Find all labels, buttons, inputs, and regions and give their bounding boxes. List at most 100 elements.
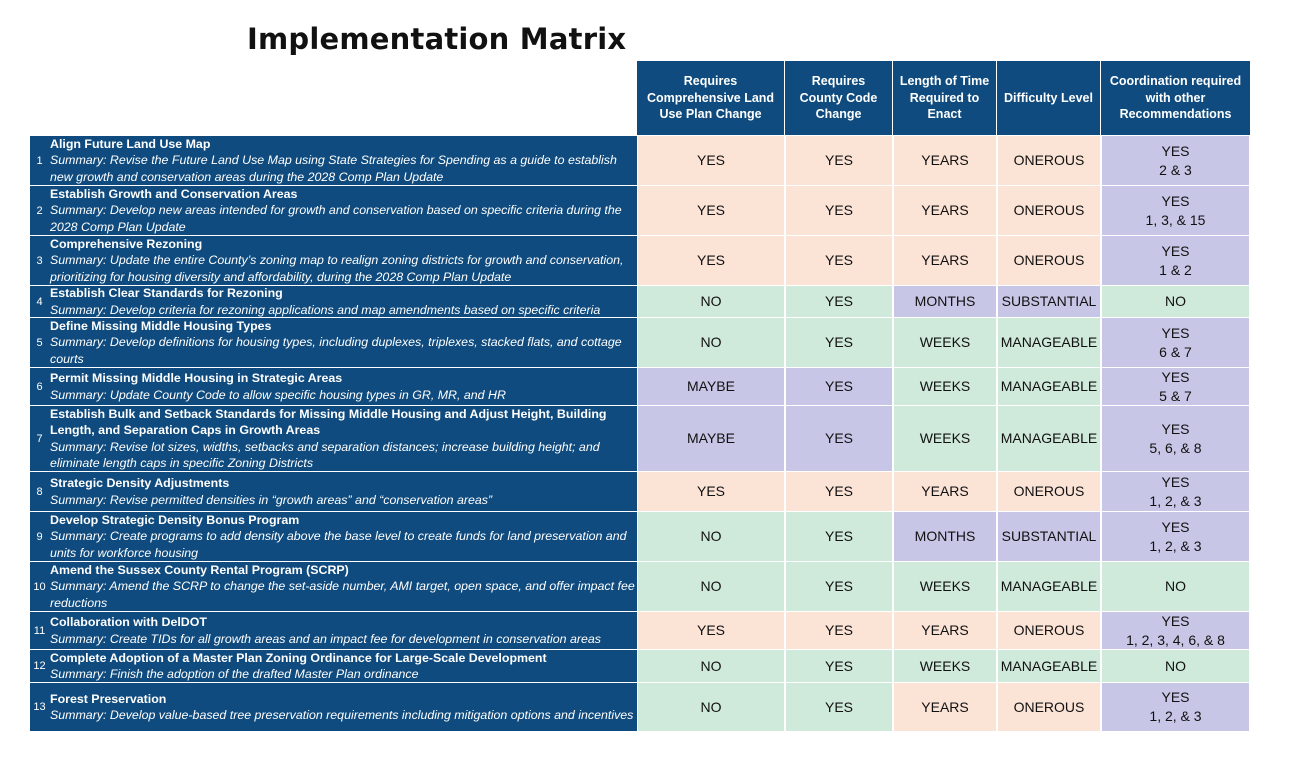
plan-change-cell: NO	[637, 318, 785, 368]
recommendation-title: Amend the Sussex County Rental Program (…	[50, 563, 349, 578]
difficulty-cell: MANAGEABLE	[997, 650, 1101, 683]
difficulty-cell: MANAGEABLE	[997, 368, 1101, 406]
recommendation-summary: Summary: Update the entire County’s zoni…	[50, 253, 624, 284]
recommendation-description: Define Missing Middle Housing Types Summa…	[49, 318, 637, 368]
row-number: 6	[30, 368, 49, 406]
table-row: 11 Collaboration with DelDOT Summary: Crea…	[30, 612, 1250, 650]
code-change-cell: YES	[785, 406, 893, 472]
coordination-cell: YES 6 & 7	[1101, 318, 1250, 368]
recommendation-description: Comprehensive Rezoning Summary: Update th…	[49, 236, 637, 286]
code-change-cell: YES	[785, 186, 893, 236]
code-change-cell: YES	[785, 512, 893, 562]
table-row: 10 Amend the Sussex County Rental Program…	[30, 562, 1250, 612]
plan-change-cell: YES	[637, 136, 785, 186]
table-row: 9 Develop Strategic Density Bonus Program…	[30, 512, 1250, 562]
coordination-cell: YES 5, 6, & 8	[1101, 406, 1250, 472]
time-cell: YEARS	[893, 136, 997, 186]
row-number: 12	[30, 650, 49, 683]
recommendation-title: Complete Adoption of a Master Plan Zonin…	[50, 650, 547, 665]
difficulty-cell: ONEROUS	[997, 236, 1101, 286]
row-number: 7	[30, 406, 49, 472]
coordination-answer: YES	[1161, 689, 1190, 705]
recommendation-description: Forest Preservation Summary: Develop valu…	[49, 683, 637, 732]
plan-change-cell: MAYBE	[637, 368, 785, 406]
recommendation-title: Collaboration with DelDOT	[50, 615, 207, 630]
recommendation-description: Establish Growth and Conservation Areas S…	[49, 186, 637, 236]
recommendation-summary: Summary: Revise lot sizes, widths, setba…	[50, 439, 600, 470]
plan-change-cell: NO	[637, 683, 785, 732]
table-row: 8 Strategic Density Adjustments Summary: R…	[30, 472, 1250, 512]
row-number: 4	[30, 286, 49, 318]
coordination-answer: YES	[1161, 142, 1190, 159]
recommendation-summary: Summary: Develop new areas intended for …	[50, 203, 622, 234]
time-cell: WEEKS	[893, 562, 997, 612]
code-change-cell: YES	[785, 236, 893, 286]
table-row: 12 Complete Adoption of a Master Plan Zon…	[30, 650, 1250, 683]
coordination-list: 1, 2, 3, 4, 6, & 8	[1126, 631, 1225, 648]
recommendation-description: Establish Bulk and Setback Standards for…	[49, 406, 637, 472]
time-cell: WEEKS	[893, 650, 997, 683]
time-cell: WEEKS	[893, 318, 997, 368]
plan-change-cell: MAYBE	[637, 406, 785, 472]
difficulty-cell: SUBSTANTIAL	[997, 512, 1101, 562]
plan-change-cell: NO	[637, 562, 785, 612]
row-number: 1	[30, 136, 49, 186]
time-cell: YEARS	[893, 236, 997, 286]
coordination-cell: NO	[1101, 562, 1250, 612]
table-row: 7 Establish Bulk and Setback Standards fo…	[30, 406, 1250, 472]
plan-change-cell: YES	[637, 236, 785, 286]
coordination-answer: YES	[1161, 368, 1190, 385]
coordination-answer: YES	[1161, 473, 1190, 490]
plan-change-cell: YES	[637, 186, 785, 236]
coordination-answer: NO	[1165, 578, 1186, 594]
recommendation-title: Develop Strategic Density Bonus Program	[50, 513, 300, 528]
time-cell: YEARS	[893, 683, 997, 732]
recommendation-description: Amend the Sussex County Rental Program (…	[49, 562, 637, 612]
time-cell: YEARS	[893, 612, 997, 650]
coordination-list: 1, 3, & 15	[1145, 211, 1206, 228]
row-number: 8	[30, 472, 49, 512]
recommendation-title: Forest Preservation	[50, 691, 167, 706]
code-change-cell: YES	[785, 136, 893, 186]
recommendation-title: Establish Growth and Conservation Areas	[50, 187, 298, 202]
difficulty-cell: ONEROUS	[997, 186, 1101, 236]
recommendation-summary: Summary: Revise the Future Land Use Map …	[50, 153, 617, 184]
difficulty-cell: ONEROUS	[997, 136, 1101, 186]
header-plan-change: Requires Comprehensive Land Use Plan Cha…	[637, 61, 785, 135]
coordination-list: 6 & 7	[1159, 343, 1192, 360]
table-row: 13 Forest Preservation Summary: Develop va…	[30, 683, 1250, 732]
table-row: 1 Align Future Land Use Map Summary: Revis…	[30, 136, 1250, 186]
recommendation-summary: Summary: Update County Code to allow spe…	[50, 387, 506, 402]
recommendation-summary: Summary: Develop criteria for rezoning a…	[50, 302, 601, 317]
header-time: Length of Time Required to Enact	[893, 61, 997, 135]
coordination-answer: NO	[1165, 657, 1186, 674]
plan-change-cell: NO	[637, 650, 785, 683]
recommendation-summary: Summary: Revise permitted densities in “…	[50, 492, 493, 507]
recommendation-title: Establish Clear Standards for Rezoning	[50, 286, 283, 301]
row-number: 13	[30, 683, 49, 732]
table-row: 4 Establish Clear Standards for Rezoning S…	[30, 286, 1250, 318]
table-row: 5 Define Missing Middle Housing Types Summ…	[30, 318, 1250, 368]
code-change-cell: YES	[785, 472, 893, 512]
time-cell: WEEKS	[893, 406, 997, 472]
code-change-cell: YES	[785, 650, 893, 683]
recommendation-summary: Summary: Create TIDs for all growth area…	[50, 631, 601, 646]
coordination-list: 2 & 3	[1159, 161, 1192, 178]
time-cell: MONTHS	[893, 286, 997, 318]
time-cell: WEEKS	[893, 368, 997, 406]
recommendation-summary: Summary: Develop value-based tree preser…	[50, 708, 634, 722]
table-row: 3 Comprehensive Rezoning Summary: Update t…	[30, 236, 1250, 286]
table-row: 2 Establish Growth and Conservation Areas…	[30, 186, 1250, 236]
page-title: Implementation Matrix	[247, 22, 627, 56]
coordination-cell: NO	[1101, 286, 1250, 318]
coordination-cell: YES 5 & 7	[1101, 368, 1250, 406]
coordination-cell: YES 1, 3, & 15	[1101, 186, 1250, 236]
difficulty-cell: ONEROUS	[997, 612, 1101, 650]
recommendation-title: Define Missing Middle Housing Types	[50, 319, 272, 334]
coordination-answer: YES	[1161, 192, 1190, 209]
coordination-list: 1, 2, & 3	[1149, 708, 1202, 724]
code-change-cell: YES	[785, 286, 893, 318]
recommendation-summary: Summary: Create programs to add density …	[50, 529, 627, 560]
code-change-cell: YES	[785, 683, 893, 732]
difficulty-cell: MANAGEABLE	[997, 318, 1101, 368]
